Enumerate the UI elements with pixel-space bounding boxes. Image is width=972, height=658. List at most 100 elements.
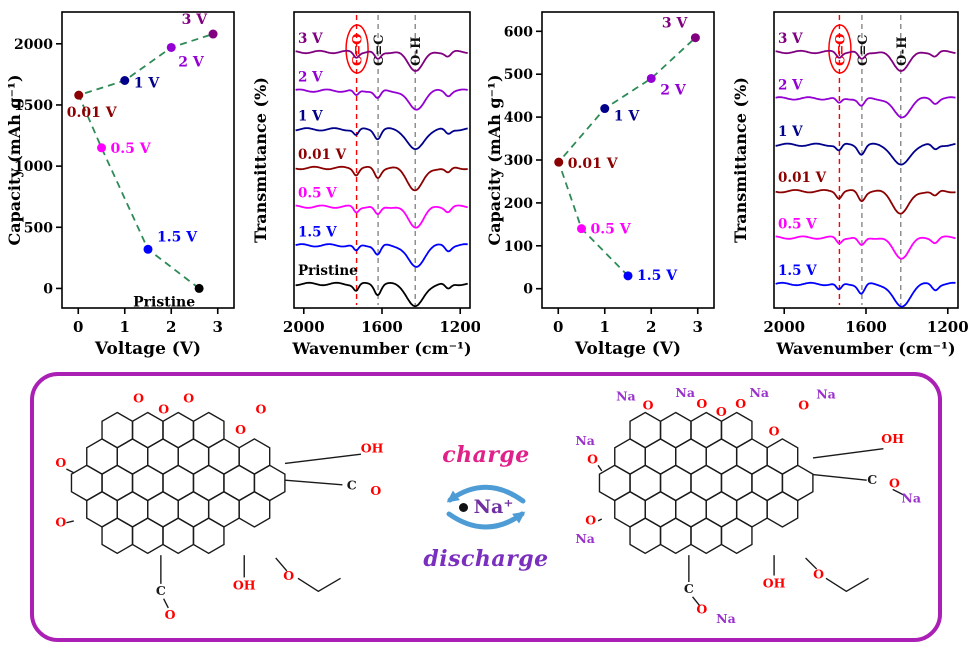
y-axis-title: Capacity (mAh g⁻¹) [5,74,24,245]
x-tick-label: 0 [73,318,83,336]
band-label: C=C [856,34,871,66]
spectrum-curve [775,142,956,166]
data-point [166,42,176,52]
band-label: C=O [833,33,848,66]
functional-group-label: O [587,451,598,466]
aromatic-ring [86,438,118,475]
functional-group-label: O [889,476,900,491]
sodium-ion-label: Na⁺ [473,496,514,518]
point-label: 0.5 V [111,141,152,157]
y-axis-title: Transmittance (%) [251,77,270,243]
point-label: 0.01 V [67,105,118,121]
charge-label: charge [442,442,530,468]
aromatic-ring [177,438,210,475]
x-tick-label: 1200 [927,318,968,336]
aromatic-ring [781,464,814,502]
functional-group-label: O [235,422,246,437]
y-axis-title: Transmittance (%) [731,77,750,243]
bond-line [284,453,362,465]
aromatic-ring [131,411,164,449]
aromatic-ring [751,464,784,502]
charge-discharge-center: charge Na⁺ discharge [419,442,553,572]
spectrum-curve [295,281,468,308]
aromatic-ring [735,490,768,528]
aromatic-ring [86,490,118,528]
functional-group-label: O [133,390,144,405]
data-point [577,224,587,234]
band-label: C=O [351,33,366,66]
aromatic-ring [223,464,256,502]
bond-line [284,479,343,486]
y-tick-label: 200 [504,196,533,212]
bond-line [163,598,169,609]
x-axis-title: Voltage (V) [94,339,201,359]
spectrum-label: 1 V [298,108,323,124]
aromatic-ring [162,411,195,449]
aromatic-ring [192,464,225,502]
bond-line [275,557,288,572]
aromatic-ring [766,490,799,528]
aromatic-ring [131,464,164,502]
functional-group-label: O [585,513,596,528]
aromatic-ring [177,490,210,528]
functional-group-label: O [735,396,746,411]
functional-group-label: Na [575,433,595,448]
data-point [208,29,218,39]
bond-line [597,464,603,472]
data-point [690,33,700,43]
functional-group-label: OH [763,576,786,591]
data-point [646,73,656,83]
x-tick-label: 1600 [361,318,403,336]
aromatic-ring [238,438,271,475]
point-label: 1 V [134,75,161,91]
x-axis-title: Wavenumber (cm⁻¹) [291,339,471,358]
aromatic-ring [690,517,723,555]
aromatic-ring [253,464,286,502]
aromatic-ring [705,490,738,528]
y-tick-label: 600 [504,24,533,40]
spectrum-label: 3 V [778,31,803,47]
functional-group-label: O [55,455,66,470]
spectrum-curve [295,243,468,268]
x-tick-label: 2000 [763,318,805,336]
spectrum-label: 1.5 V [298,224,337,240]
aromatic-ring [629,411,662,449]
aromatic-ring [101,464,134,502]
spectrum-curve [775,281,956,308]
spectrum-curve [295,49,468,72]
y-axis-title: Capacity (mAh g⁻¹) [485,74,504,245]
functional-group-label: O [716,404,727,419]
ftir-spectra-right: 2000 1600 1200 C=O C=C O-H 3 V 2 V 1 V 0.01 V 0.5 … [731,11,968,358]
data-point [120,75,130,85]
aromatic-ring [207,490,240,528]
x-tick-label: 2000 [283,318,325,336]
y-tick-label: 300 [504,153,533,169]
aromatic-ring [675,438,707,475]
functional-group-label: OH [233,577,256,592]
sodium-ion: Na⁺ [431,471,541,543]
bond-line [812,447,884,459]
aromatic-ring [644,490,677,528]
aromatic-ring [147,438,179,475]
aromatic-ring [131,517,164,555]
y-tick-label: 100 [504,239,533,255]
data-point [194,283,204,293]
aromatic-ring [116,490,149,528]
point-label: 1.5 V [157,229,198,245]
spectrum-curve [775,235,956,260]
bond-line [597,518,603,522]
data-point [600,104,610,114]
point-label: 3 V [182,12,209,28]
y-tick-label: 2000 [14,37,53,53]
data-point [74,90,84,100]
functional-group-label: O [255,401,266,416]
spectrum-label: 0.5 V [298,186,337,202]
functional-group-label: O [370,483,381,498]
aromatic-ring [614,438,646,475]
capacity-voltage-scatter-right: 0 1 2 3 0 100 200 300 400 500 600 0.01 V 0.5 V 1 V 1.5… [485,11,715,359]
bond-line [892,488,905,496]
plot-frame [61,11,235,309]
functional-group-label: O [158,401,169,416]
aromatic-ring [629,464,662,502]
